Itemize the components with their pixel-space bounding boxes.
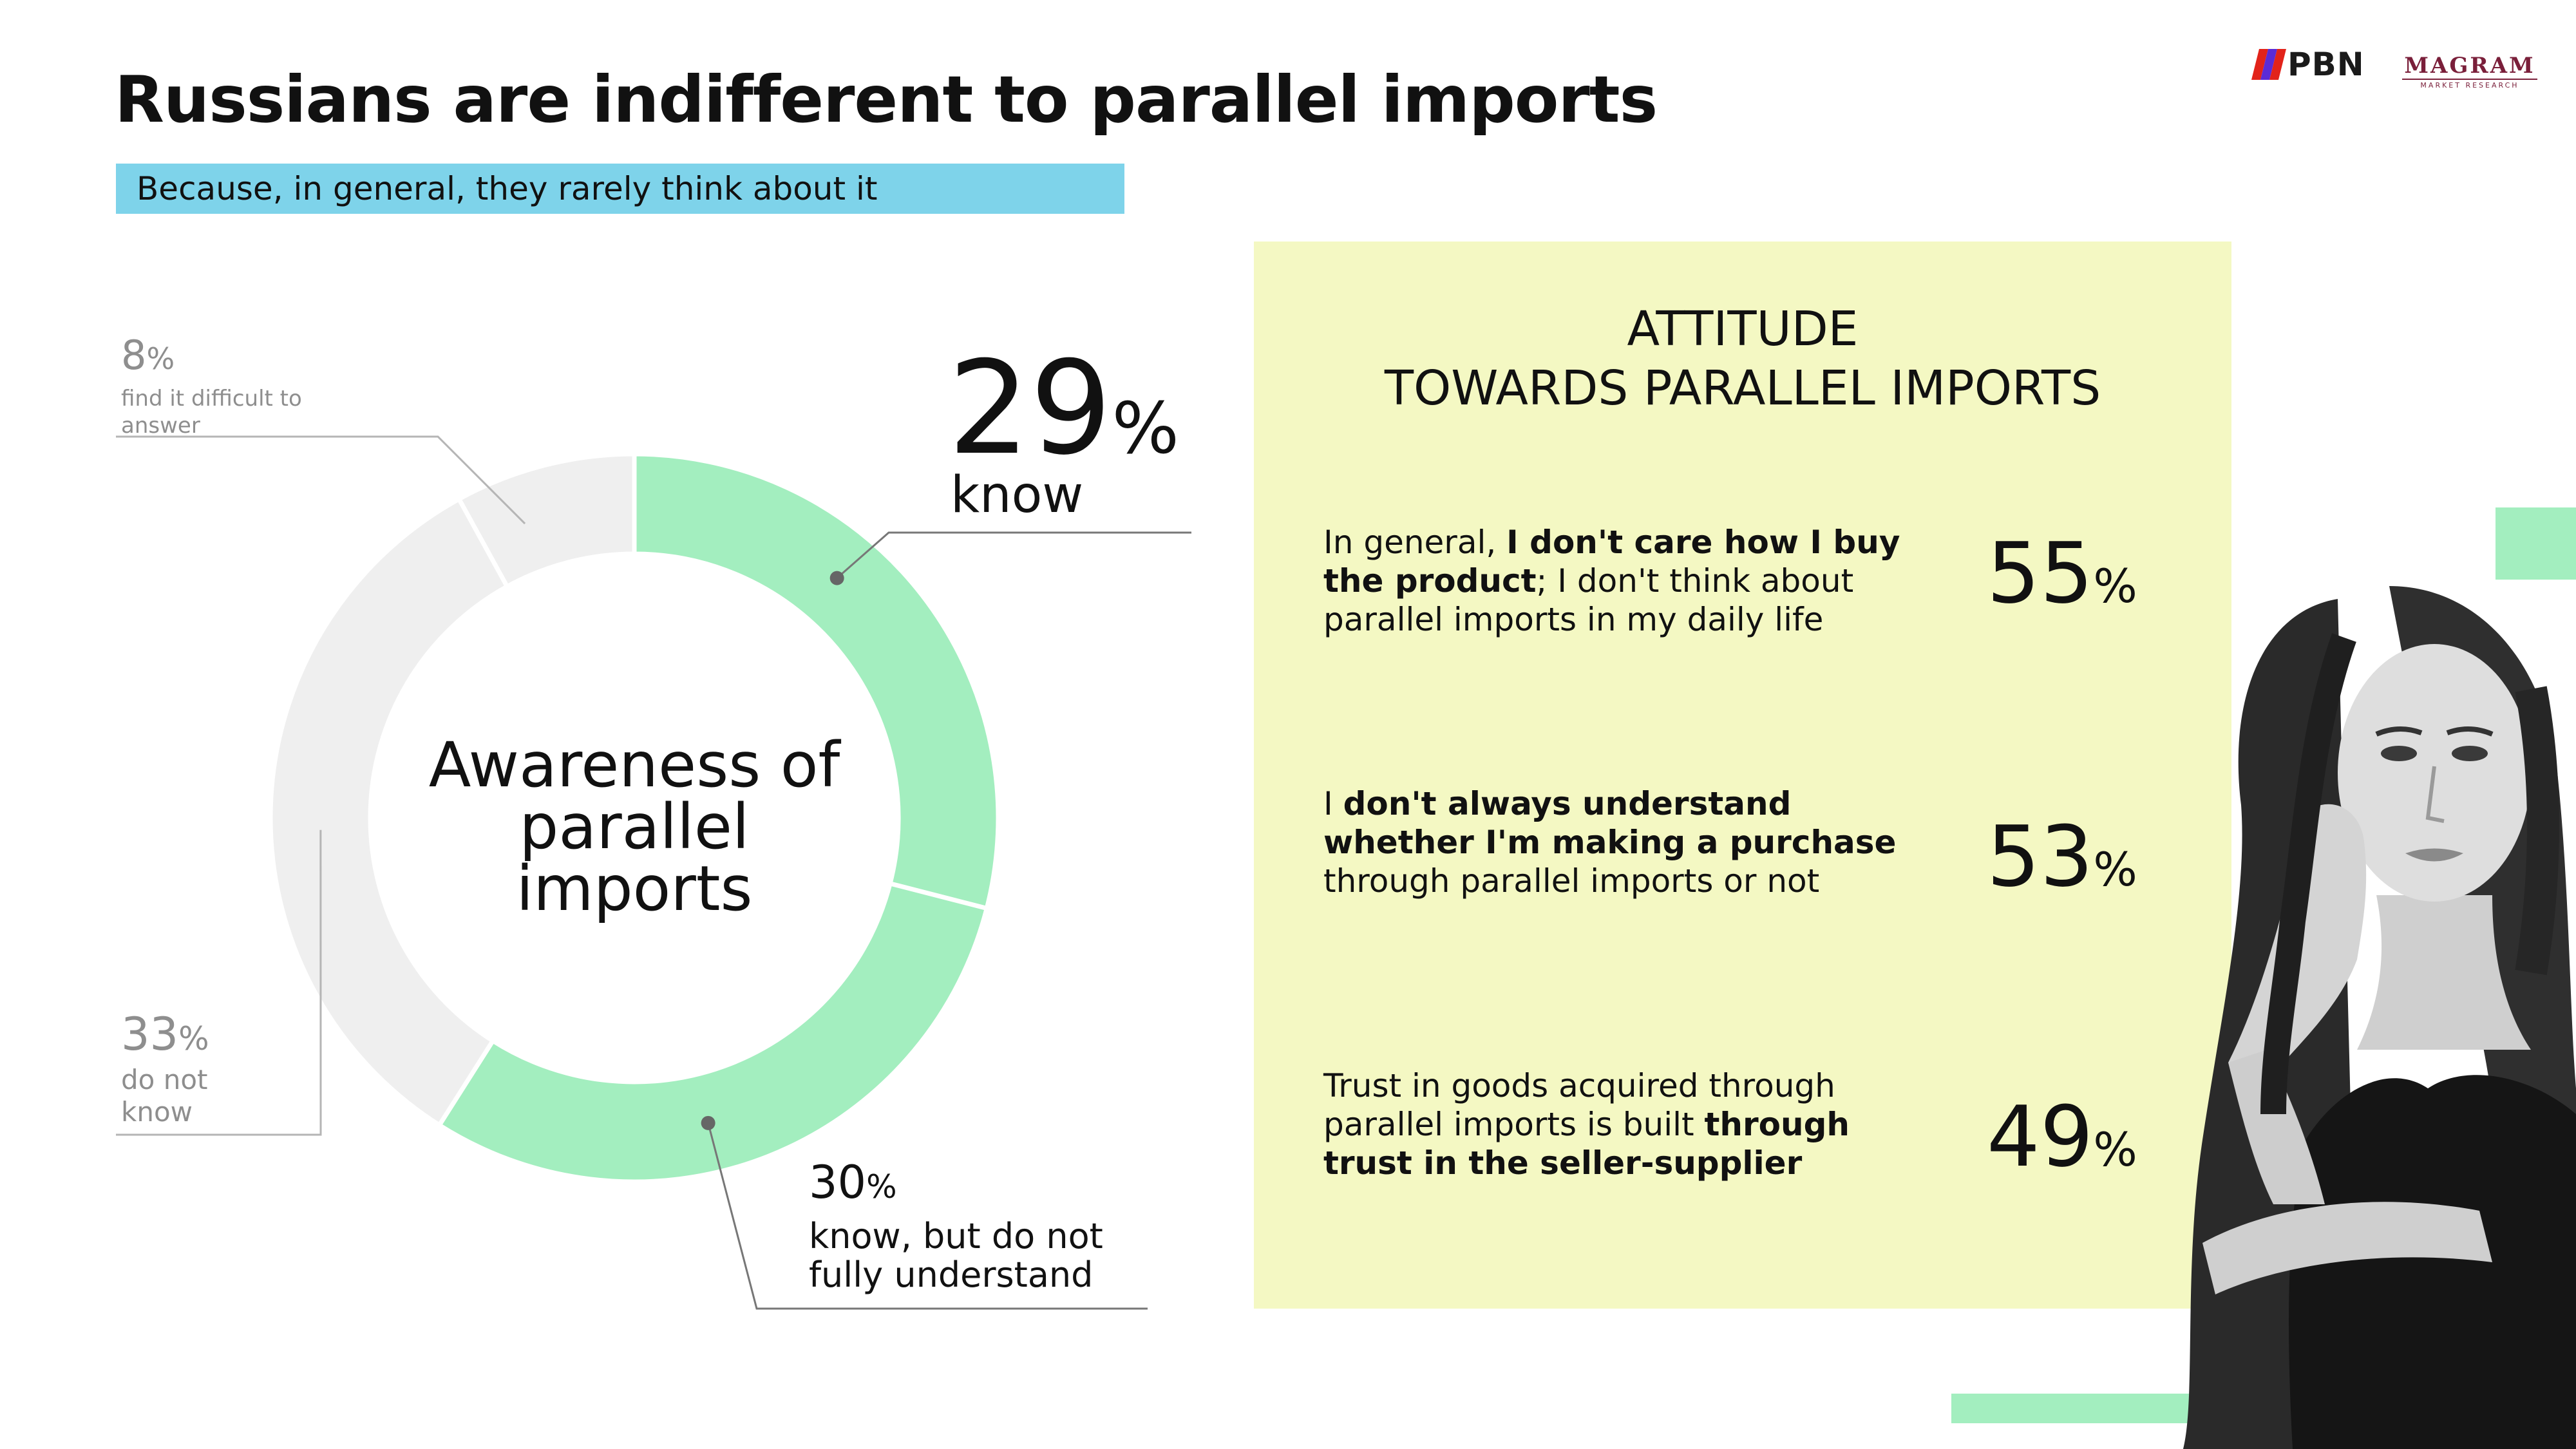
donut-slice-know bbox=[632, 451, 1001, 911]
attitude-value: 53 bbox=[1987, 808, 2094, 905]
attitude-percent-3: 49% bbox=[1987, 1095, 2137, 1191]
leader-line-partial bbox=[707, 1122, 1148, 1310]
donut-slice-dont-know bbox=[268, 496, 511, 1128]
label-dont-know-percent: 33% bbox=[121, 1008, 209, 1061]
leader-line-know bbox=[836, 531, 1191, 579]
attitude-value: 55 bbox=[1987, 524, 2094, 622]
woman-photo-illustration bbox=[2183, 586, 2576, 1449]
attitude-percent-2: 53% bbox=[1987, 815, 2137, 911]
percent-sign: % bbox=[866, 1168, 897, 1206]
leader-line-partial-dot bbox=[701, 1115, 715, 1130]
statement-bold-text: don't always understand whether I'm maki… bbox=[1323, 785, 1897, 861]
awareness-donut-chart bbox=[116, 435, 1191, 1310]
attitude-title-line2: TOWARDS PARALLEL IMPORTS bbox=[1384, 361, 2101, 416]
statement-bold-text: I don't care how I buy the product bbox=[1323, 524, 1900, 600]
pbn-logo: PBN bbox=[2251, 45, 2365, 84]
percent-sign: % bbox=[2093, 842, 2137, 896]
statement-text: ; I don't think about parallel imports i… bbox=[1323, 562, 1854, 638]
magram-logo-subtext: MARKET RESEARCH bbox=[2402, 79, 2537, 90]
decor-green-block bbox=[2496, 507, 2576, 580]
label-dont-know-value: 33 bbox=[121, 1008, 179, 1061]
label-difficult-percent: 8% bbox=[121, 332, 175, 379]
attitude-percent-1: 55% bbox=[1987, 531, 2137, 628]
label-difficult-value: 8 bbox=[121, 332, 147, 379]
percent-sign: % bbox=[1112, 387, 1180, 469]
leader-line-difficult bbox=[116, 435, 526, 525]
decor-green-bar bbox=[1951, 1394, 2196, 1423]
percent-sign: % bbox=[178, 1020, 209, 1057]
magram-logo-text: MAGRAM bbox=[2404, 53, 2535, 79]
leader-line-dont-know bbox=[116, 829, 322, 1136]
label-partial-percent: 30% bbox=[809, 1156, 897, 1209]
magram-logo: MAGRAM MARKET RESEARCH bbox=[2402, 54, 2537, 90]
statement-text: Trust in goods acquired through parallel… bbox=[1323, 1067, 1835, 1143]
percent-sign: % bbox=[2093, 559, 2137, 613]
label-partial-text: know, but do not fully understand bbox=[809, 1216, 1103, 1295]
percent-sign: % bbox=[2093, 1122, 2137, 1177]
label-difficult-text: find it difficult to answer bbox=[121, 386, 302, 439]
attitude-statement-1: In general, I don't care how I buy the p… bbox=[1323, 523, 1942, 639]
label-know-text: know bbox=[951, 466, 1084, 524]
attitude-statement-2: I don't always understand whether I'm ma… bbox=[1323, 784, 1942, 900]
attitude-title-line1: ATTITUDE bbox=[1627, 301, 1859, 357]
label-dont-know-text: do not know bbox=[121, 1064, 208, 1128]
page-subtitle: Because, in general, they rarely think a… bbox=[137, 170, 878, 207]
attitude-value: 49 bbox=[1987, 1088, 2094, 1186]
leader-line-know-dot bbox=[829, 571, 844, 585]
percent-sign: % bbox=[146, 341, 175, 376]
attitude-statement-3: Trust in goods acquired through parallel… bbox=[1323, 1066, 1942, 1182]
subtitle-bar bbox=[116, 164, 1124, 214]
donut-slice-difficult bbox=[456, 451, 637, 590]
label-know-percent: 29% bbox=[948, 345, 1179, 493]
label-know-value: 29 bbox=[948, 334, 1112, 484]
statement-bold-text: through trust in the seller-supplier bbox=[1323, 1106, 1850, 1182]
pbn-logo-text: PBN bbox=[2287, 46, 2365, 83]
label-partial-value: 30 bbox=[809, 1156, 867, 1209]
donut-slice-partial bbox=[436, 880, 990, 1184]
donut-center-label: Awareness of parallel imports bbox=[428, 729, 840, 925]
pbn-logo-mark-icon bbox=[2251, 49, 2286, 80]
attitude-panel-title: ATTITUDE TOWARDS PARALLEL IMPORTS bbox=[1254, 299, 2231, 418]
statement-text: In general, bbox=[1323, 524, 1507, 561]
statement-text: through parallel imports or not bbox=[1323, 862, 1820, 900]
page-title: Russians are indifferent to parallel imp… bbox=[115, 62, 1658, 137]
statement-text: I bbox=[1323, 785, 1343, 822]
attitude-panel bbox=[1254, 242, 2231, 1309]
